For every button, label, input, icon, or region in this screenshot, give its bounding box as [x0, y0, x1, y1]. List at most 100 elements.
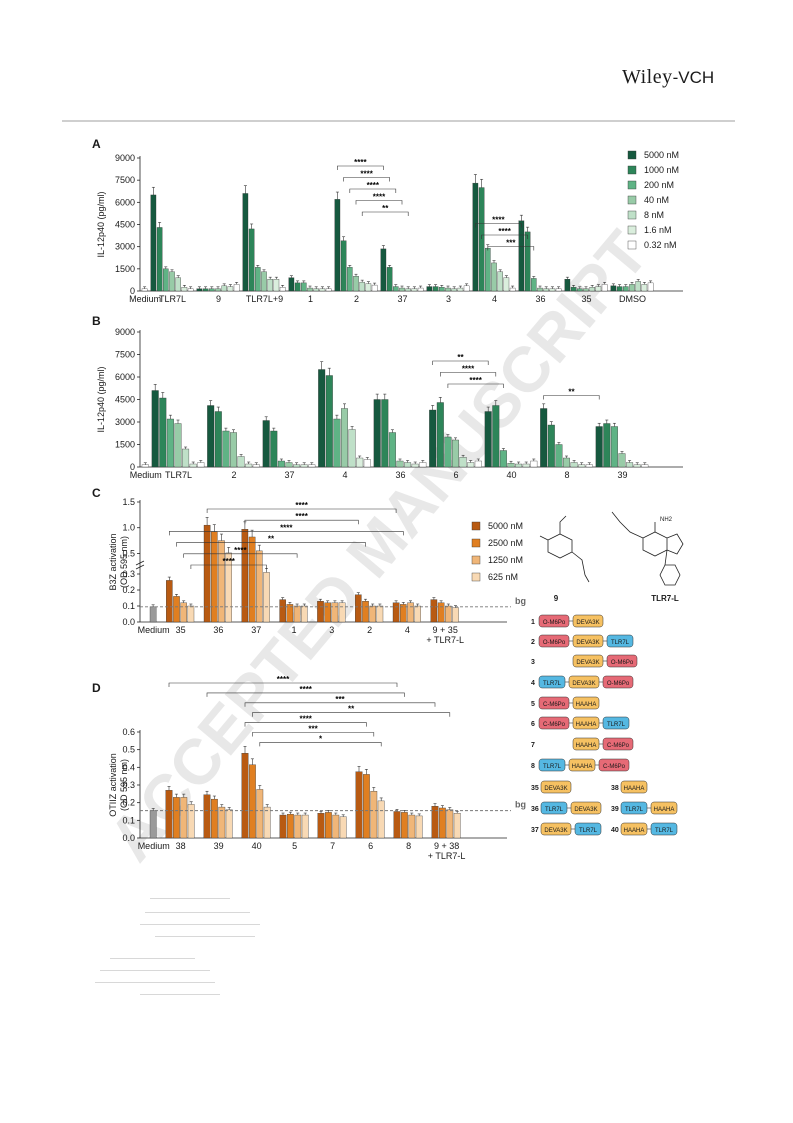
construct-block-label: HAAHA: [576, 702, 597, 708]
construct-block-label: O-M6Po: [611, 660, 634, 666]
significance-label: ****: [222, 557, 235, 566]
bar: [439, 807, 446, 839]
significance-label: **: [268, 535, 275, 544]
structure-label-9: 9: [554, 594, 559, 603]
bracket-line: [169, 531, 404, 536]
bar: [531, 278, 537, 292]
bracket-line: [252, 732, 375, 737]
bar: [371, 284, 378, 292]
x-tick-label: 6: [368, 841, 373, 851]
bar: [166, 418, 174, 468]
bracket-line: [349, 188, 397, 193]
panel-letter-B: B: [92, 314, 101, 328]
bar: [313, 288, 319, 292]
y-tick-label: 1.0: [122, 523, 135, 533]
construct-block-label: DEVA3K: [544, 786, 567, 792]
bar: [492, 405, 500, 468]
significance-label: ***: [308, 725, 318, 734]
bar: [159, 397, 167, 468]
significance-bracket: ****: [355, 193, 403, 205]
bar: [601, 284, 608, 292]
construct-block-label: HAAHA: [624, 786, 645, 792]
y-tick-label: 7500: [115, 350, 135, 360]
bracket-line: [475, 223, 522, 228]
bar: [237, 456, 245, 468]
bar: [279, 287, 286, 292]
bar: [411, 288, 418, 292]
bar: [518, 220, 525, 292]
bar: [256, 550, 263, 623]
bar: [647, 282, 654, 292]
bracket-line: [543, 395, 600, 400]
legend-label: 5000 nM: [644, 150, 679, 160]
x-tick-label: 37: [251, 625, 261, 635]
y-tick-label: 0.5: [122, 548, 135, 558]
bar: [221, 285, 227, 292]
y-tick-label: 9000: [115, 327, 135, 337]
x-tick-label: + TLR7-L: [426, 635, 464, 645]
construct-block-label: DEVA3K: [576, 640, 599, 646]
construct-block-label: TLR7L: [611, 640, 630, 646]
construct-number: 8: [531, 763, 535, 770]
x-tick-label: 9: [216, 294, 221, 304]
construct-number: 38: [611, 785, 619, 792]
x-tick-label: 7: [330, 841, 335, 851]
legend-swatch: [627, 240, 637, 250]
construct-block: [650, 801, 678, 815]
significance-bracket: ****: [447, 376, 504, 388]
x-tick-label: 9 + 35: [433, 625, 458, 635]
bar: [222, 430, 230, 468]
bar: [641, 284, 648, 292]
bracket-line: [206, 692, 405, 697]
bar: [437, 602, 445, 623]
x-tick-label: DMSO: [619, 294, 646, 304]
bar: [294, 282, 301, 292]
legend-swatch: [627, 225, 637, 235]
y-tick-label: 0.6: [122, 727, 135, 737]
x-tick-label: + TLR7-L: [428, 851, 466, 861]
legend-swatch: [471, 538, 481, 548]
bar: [623, 286, 629, 292]
bar: [515, 463, 523, 468]
bar: [445, 287, 451, 292]
y-tick-label: 6000: [115, 197, 135, 207]
bar: [451, 288, 457, 292]
bar: [386, 267, 393, 292]
legend-swatch: [627, 180, 637, 190]
structure-label-tlr7l: TLR7-L: [651, 594, 679, 603]
y-tick-label: 0.2: [122, 798, 135, 808]
legend-swatch: [627, 150, 637, 160]
x-tick-label: 2: [354, 294, 359, 304]
y-tick-label: 0.3: [122, 569, 135, 579]
bar: [583, 288, 589, 292]
significance-label: ****: [498, 227, 511, 236]
bar: [641, 464, 649, 468]
construct-block: [540, 780, 572, 794]
significance-label: **: [457, 353, 464, 362]
construct-block: [606, 654, 638, 668]
y-tick-label: 0.1: [122, 601, 135, 611]
bar: [287, 813, 294, 839]
x-tick-label: 1: [291, 625, 296, 635]
bar: [218, 806, 226, 839]
construct-block-label: C-M6Po: [543, 702, 566, 708]
bar: [141, 464, 149, 468]
bar: [166, 580, 173, 623]
bracket-line: [432, 360, 489, 365]
x-tick-label: 35: [176, 625, 186, 635]
construct-block: [602, 675, 634, 689]
construct-block-label: TLR7L: [655, 828, 674, 834]
bar: [564, 279, 571, 292]
y-tick-label: 6000: [115, 372, 135, 382]
construct-block-label: DEVA3K: [576, 620, 599, 626]
background-label: bg: [515, 800, 526, 810]
significance-bracket: **: [252, 705, 451, 717]
x-tick-label: 36: [395, 470, 405, 480]
significance-bracket: ****: [337, 158, 384, 170]
x-tick-label: 36: [213, 625, 223, 635]
bar: [196, 288, 203, 292]
y-tick-label: 0.5: [122, 745, 135, 755]
bracket-line: [259, 742, 382, 747]
x-tick-label: Medium: [130, 470, 162, 480]
construct-number: 7: [531, 742, 535, 749]
